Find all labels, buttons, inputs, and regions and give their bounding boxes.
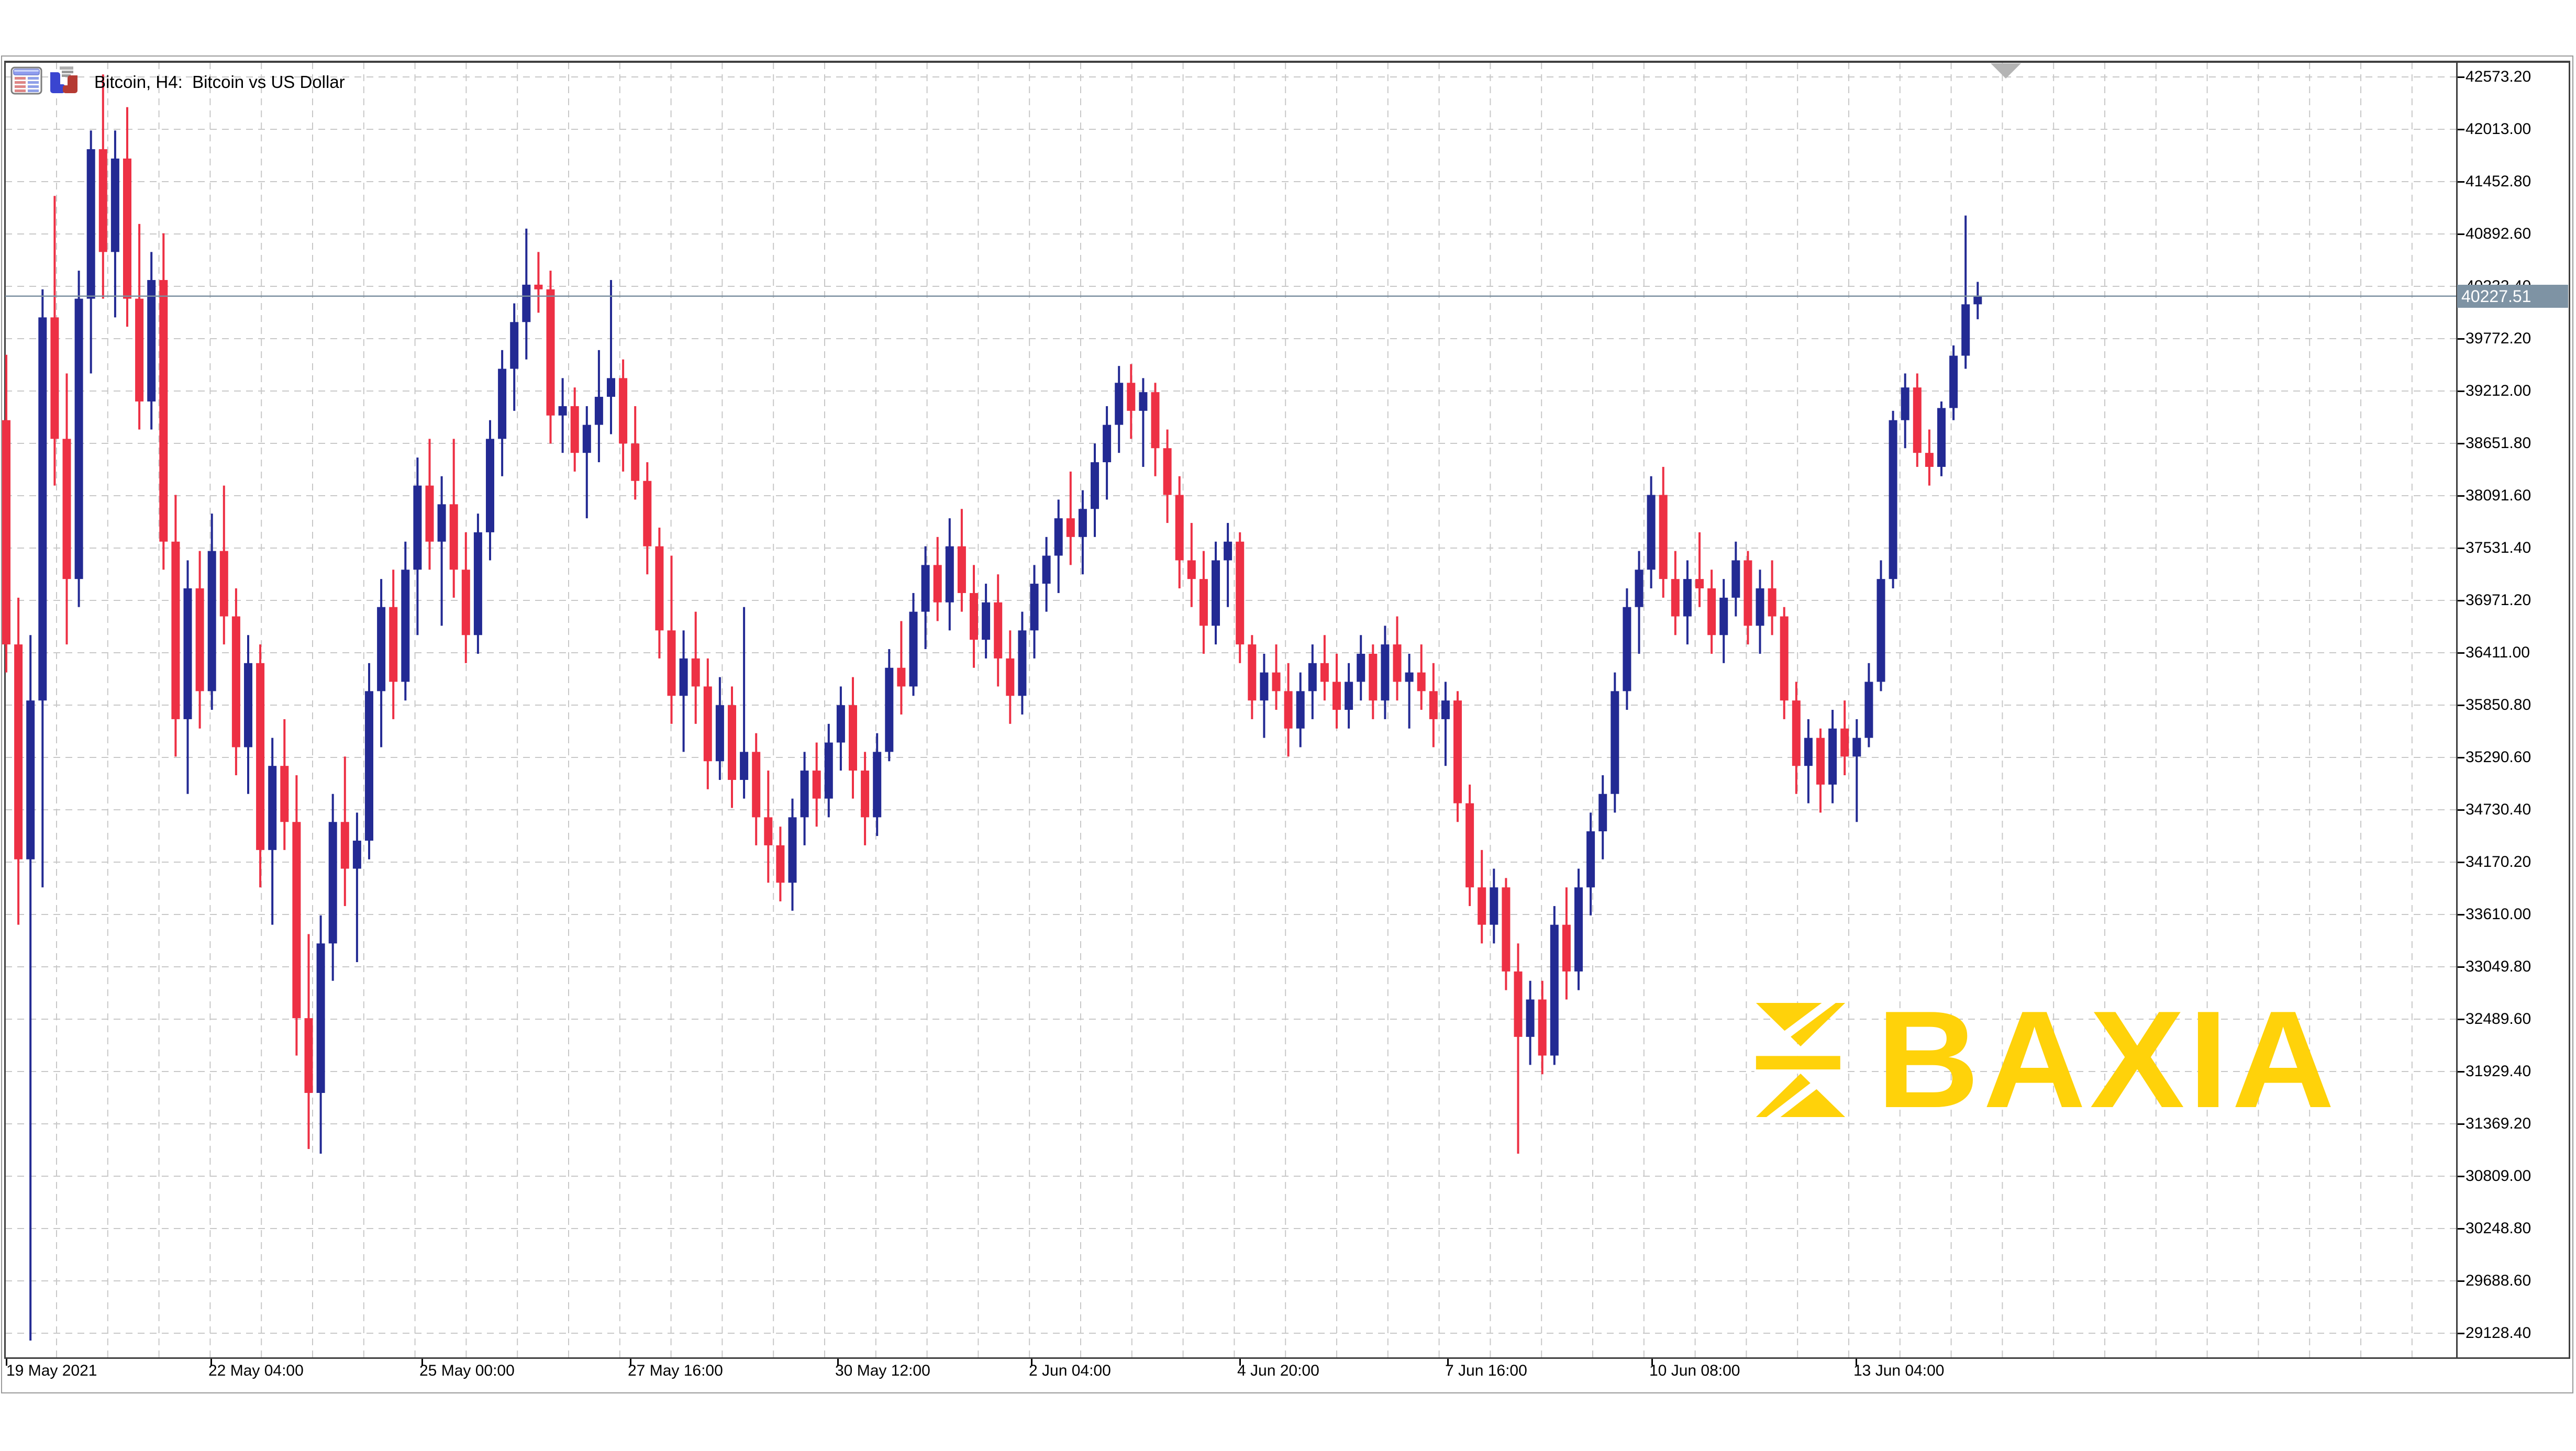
last-bar-marker-icon bbox=[1991, 63, 2021, 79]
candles bbox=[2, 74, 1982, 1341]
